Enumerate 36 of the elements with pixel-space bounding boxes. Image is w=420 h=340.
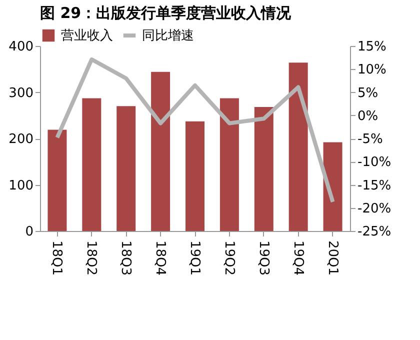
bar (323, 142, 342, 231)
x-tick-label: 18Q3 (118, 240, 134, 276)
x-tick-label: 19Q4 (290, 240, 306, 276)
y2-tick-label: -5% (358, 132, 383, 147)
y-tick-label: 0 (25, 224, 34, 240)
y-tick-label: 200 (8, 132, 34, 147)
y-tick-label: 300 (8, 86, 34, 101)
y2-tick-label: 0% (358, 108, 378, 124)
x-tick-label: 19Q1 (187, 240, 202, 276)
legend-label: 同比增速 (142, 28, 194, 44)
x-tick-label: 18Q4 (152, 240, 168, 276)
bar (151, 72, 170, 231)
y2-tick-label: 10% (358, 62, 386, 78)
y2-tick-label: -15% (358, 178, 392, 194)
y-tick-label: 100 (8, 178, 34, 194)
y2-tick-label: -20% (358, 201, 392, 216)
bar (116, 106, 136, 231)
y2-tick-label: 15% (358, 40, 386, 54)
x-tick-label: 18Q2 (84, 240, 99, 276)
x-tick-label: 19Q2 (221, 240, 236, 276)
y-tick-label: 400 (8, 40, 34, 54)
bar (186, 121, 204, 231)
y2-tick-label: -25% (358, 224, 392, 240)
x-tick-label: 20Q1 (324, 240, 340, 276)
y2-tick-label: 5% (358, 86, 378, 101)
bar (82, 98, 102, 231)
bar (288, 62, 308, 231)
chart-title: 图 29：出版发行单季度营业收入情况 (40, 4, 292, 22)
bar (220, 98, 239, 231)
legend-label: 营业收入 (61, 28, 113, 44)
bar (254, 107, 274, 231)
x-tick-label: 18Q1 (49, 240, 64, 276)
y2-tick-label: -10% (358, 155, 392, 170)
x-tick-label: 19Q3 (256, 240, 271, 276)
bar (48, 130, 67, 231)
line-series (55, 57, 335, 204)
